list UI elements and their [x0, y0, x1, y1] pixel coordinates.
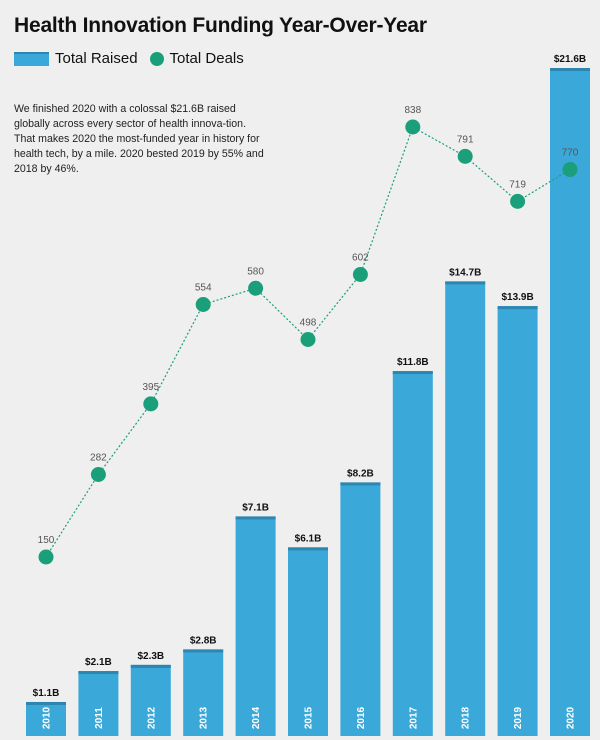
legend-bars-label: Total Raised	[55, 50, 138, 67]
deal-value-label: 791	[457, 134, 474, 145]
year-tick-label: 2012	[146, 706, 157, 729]
deal-point	[143, 396, 159, 412]
bar	[340, 482, 381, 736]
bar-cap	[130, 664, 171, 668]
bar-value-label: $11.8B	[397, 357, 429, 368]
bar-group: $2.3B 2012	[130, 651, 171, 736]
bar-cap	[78, 671, 119, 675]
deal-point	[90, 467, 106, 482]
bar	[392, 371, 433, 736]
chart-title: Health Innovation Funding Year-Over-Year	[14, 14, 427, 37]
bar	[26, 701, 66, 736]
deal-point	[352, 267, 368, 282]
bar	[130, 664, 171, 736]
bar-value-label: $1.1B	[33, 688, 60, 699]
bar	[445, 281, 486, 736]
legend-dots-label: Total Deals	[169, 50, 244, 67]
year-tick-label: 2016	[356, 706, 367, 729]
deal-value-label: 554	[195, 283, 212, 294]
deal-value-label: 770	[562, 148, 579, 159]
bar-value-label: $6.1B	[295, 533, 322, 544]
year-tick-label: 2013	[199, 706, 210, 729]
chart-description: We finished 2020 with a colossal $21.6B …	[14, 102, 264, 175]
year-tick-label: 2014	[251, 706, 262, 729]
bar-cap	[235, 516, 276, 520]
bar-group: $6.1B 2015	[288, 533, 328, 736]
deals-line	[45, 126, 571, 558]
deal-point	[457, 148, 473, 164]
bar	[288, 547, 328, 736]
bar-value-label: $2.1B	[85, 657, 112, 668]
deal-value-label: 150	[38, 535, 55, 546]
legend-bar-swatch	[14, 51, 49, 66]
bar-group: $14.7B 2018	[445, 267, 486, 736]
bar-value-label: $2.8B	[190, 635, 217, 646]
bar-cap	[26, 701, 66, 705]
deal-point	[38, 549, 54, 565]
bar	[235, 516, 276, 736]
bar-group: $8.2B 2016	[340, 468, 381, 736]
deal-point	[195, 297, 211, 312]
deal-value-label: 719	[509, 179, 526, 190]
bar-group: $2.8B 2013	[183, 635, 224, 736]
deal-point	[248, 280, 264, 296]
deal-value-label: 602	[352, 253, 369, 264]
bar-value-label: $21.6B	[554, 54, 586, 65]
year-tick-label: 2011	[94, 707, 105, 729]
deal-value-label: 838	[404, 105, 421, 116]
bar-group: $21.6B 2020	[550, 54, 590, 736]
bar-group: $1.1B 2010	[26, 688, 66, 736]
bar-cap	[183, 649, 224, 653]
year-tick-label: 2019	[513, 706, 524, 729]
deal-value-label: 580	[247, 266, 264, 277]
deal-point	[510, 193, 526, 209]
deal-point	[562, 162, 578, 177]
year-tick-label: 2015	[304, 706, 315, 729]
bar-value-label: $8.2B	[347, 468, 374, 479]
deal-point	[300, 332, 316, 347]
bar-group: $2.1B 2011	[78, 657, 119, 736]
bar	[550, 68, 590, 736]
year-tick-label: 2018	[461, 706, 472, 729]
bar-group: $11.8B 2017	[392, 357, 433, 736]
bar-cap	[497, 306, 538, 310]
year-tick-label: 2020	[566, 706, 577, 729]
bar-value-label: $13.9B	[501, 292, 533, 303]
bar-value-label: $2.3B	[137, 651, 164, 662]
bar-group: $7.1B 2014	[235, 502, 276, 736]
bar	[183, 649, 224, 736]
legend: Total Raised Total Deals	[14, 50, 244, 67]
bar-cap	[550, 68, 590, 71]
legend-dot-swatch	[149, 51, 164, 66]
bar	[497, 306, 538, 736]
bar-cap	[392, 371, 433, 375]
deal-value-label: 282	[90, 453, 107, 464]
deal-value-label: 395	[142, 382, 159, 393]
bar	[78, 671, 119, 736]
bar-group: $13.9B 2019	[497, 292, 538, 736]
deal-point	[405, 119, 421, 135]
bar-cap	[288, 547, 328, 551]
deal-value-label: 498	[300, 318, 317, 329]
bar-cap	[445, 281, 486, 285]
year-tick-label: 2017	[408, 706, 419, 729]
bar-cap	[340, 482, 381, 486]
bar-value-label: $14.7B	[449, 267, 481, 278]
bar-value-label: $7.1B	[242, 502, 269, 513]
year-tick-label: 2010	[42, 706, 53, 729]
